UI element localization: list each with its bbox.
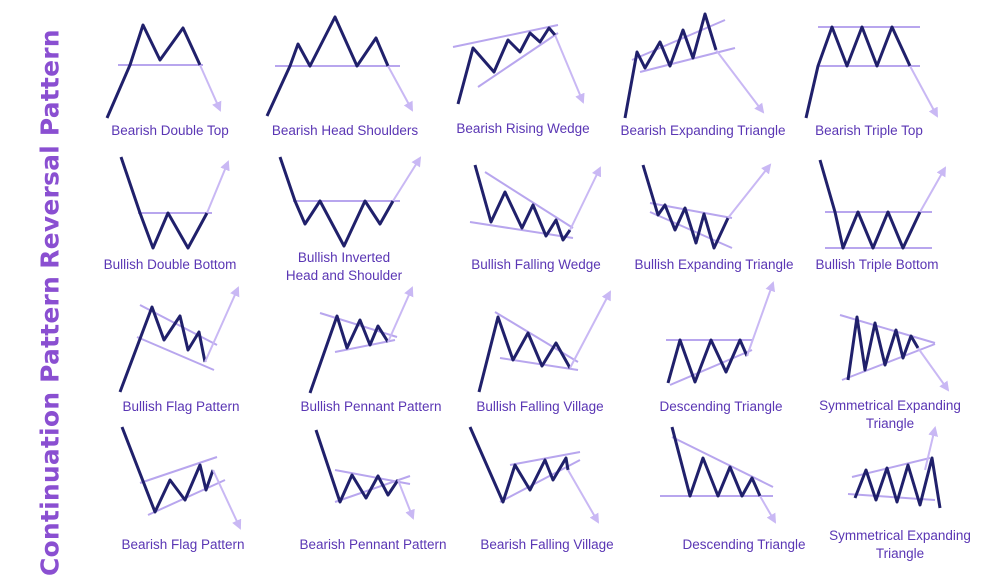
pattern-label-descending-triangle-2: Descending Triangle bbox=[682, 537, 806, 552]
pattern-label-bearish-head-shoulders: Bearish Head Shoulders bbox=[271, 123, 419, 138]
pattern-label-bullish-pennant-pattern: Bullish Pennant Pattern bbox=[300, 399, 442, 414]
bearish-pennant-pattern-diagram bbox=[314, 429, 415, 520]
bullish-triple-bottom-diagram bbox=[818, 159, 946, 250]
descending-triangle-2-diagram bbox=[660, 426, 776, 524]
bullish-falling-wedge-diagram bbox=[469, 164, 602, 242]
descending-triangle-1-diagram bbox=[666, 281, 776, 386]
pattern-label-symmetrical-expanding-triangle-1: Symmetrical Expanding Triangle bbox=[819, 398, 961, 431]
bullish-flag-pattern-diagram bbox=[118, 286, 240, 393]
symmetrical-expanding-triangle-2-diagram bbox=[847, 426, 942, 509]
pattern-label-bullish-flag-pattern: Bullish Flag Pattern bbox=[122, 399, 240, 414]
pattern-label-bullish-triple-bottom: Bullish Triple Bottom bbox=[815, 257, 939, 272]
pattern-label-bearish-double-top: Bearish Double Top bbox=[111, 123, 229, 138]
pattern-label-symmetrical-expanding-triangle-2: Symmetrical Expanding Triangle bbox=[829, 528, 971, 561]
pattern-label-descending-triangle-1: Descending Triangle bbox=[659, 399, 783, 414]
bullish-falling-village-diagram bbox=[477, 290, 611, 393]
bearish-triple-top-diagram bbox=[804, 25, 938, 119]
bullish-pennant-pattern-diagram bbox=[308, 286, 414, 394]
bearish-falling-village-diagram bbox=[468, 426, 599, 524]
bearish-flag-pattern-diagram bbox=[120, 426, 242, 530]
pattern-label-bullish-inverted-head-and-shoulder: Bullish Inverted Head and Shoulder bbox=[285, 250, 403, 283]
bearish-expanding-triangle-diagram bbox=[623, 12, 765, 119]
pattern-label-bullish-double-bottom: Bullish Double Bottom bbox=[103, 257, 237, 272]
bearish-head-shoulders-diagram bbox=[265, 15, 413, 117]
pattern-label-bearish-triple-top: Bearish Triple Top bbox=[815, 123, 923, 138]
symmetrical-expanding-triangle-1-diagram bbox=[839, 314, 950, 392]
pattern-label-bullish-expanding-triangle: Bullish Expanding Triangle bbox=[634, 257, 794, 272]
pattern-label-bearish-pennant-pattern: Bearish Pennant Pattern bbox=[299, 537, 447, 552]
bullish-expanding-triangle-diagram bbox=[641, 163, 772, 250]
pattern-label-bullish-falling-wedge: Bullish Falling Wedge bbox=[471, 257, 601, 272]
pattern-label-bearish-expanding-triangle: Bearish Expanding Triangle bbox=[620, 123, 786, 138]
pattern-label-bearish-falling-village: Bearish Falling Village bbox=[480, 537, 614, 552]
bullish-double-bottom-diagram bbox=[119, 156, 230, 250]
pattern-label-bearish-rising-wedge: Bearish Rising Wedge bbox=[456, 121, 590, 136]
pattern-label-bearish-flag-pattern: Bearish Flag Pattern bbox=[121, 537, 245, 552]
bullish-inverted-head-and-shoulder-diagram bbox=[278, 156, 422, 248]
bearish-rising-wedge-diagram bbox=[452, 24, 585, 105]
pattern-label-bullish-falling-village: Bullish Falling Village bbox=[476, 399, 604, 414]
bearish-double-top-diagram bbox=[105, 23, 222, 119]
